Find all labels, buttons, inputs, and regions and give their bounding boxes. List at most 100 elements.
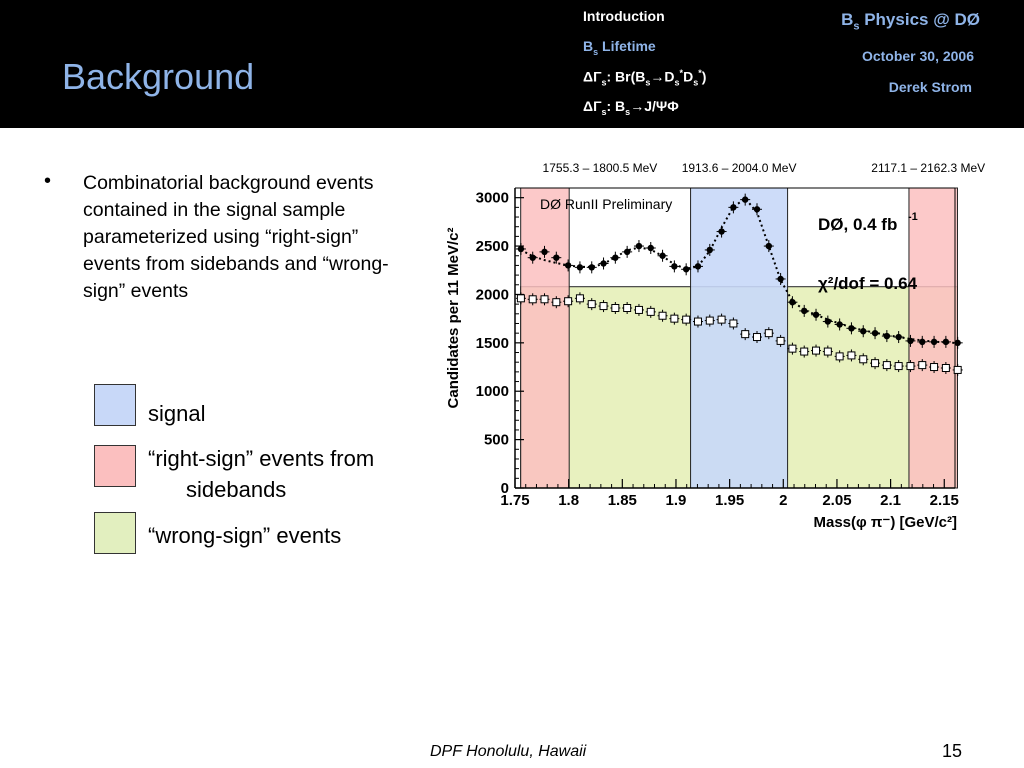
nav3-e: ) [701,68,707,85]
legend-label-right-sign-line1: “right-sign” events from [148,446,375,471]
nav-bs-main: B [583,38,594,54]
point-wrong-sign [906,362,915,371]
point-right-sign [694,263,702,270]
point-wrong-sign [823,347,832,356]
nav3-sup4: * [698,68,702,78]
y-tick-label-0: 0 [501,480,509,497]
legend-label-right-sign-line2: sidebands [186,477,287,502]
y-tick-label-1: 500 [484,432,509,449]
slide-title: Background [62,56,255,97]
footer-venue: DPF Honolulu, Hawaii [430,743,587,760]
point-right-sign [930,338,938,346]
point-wrong-sign [682,315,691,324]
point-wrong-sign [953,365,962,374]
nav3-sub4: s [693,77,699,88]
nav4-c: →J/ΨΦ [630,98,679,114]
x-tick-label-6: 2.05 [822,492,851,509]
nav-item-introduction-label: Introduction [583,8,665,24]
point-wrong-sign [528,295,537,304]
legend-swatch-signal [94,384,136,426]
legend-label-right-sign: “right-sign” events from sidebands [148,443,374,505]
x-tick-label-2: 1.85 [608,492,637,509]
point-right-sign [671,263,678,270]
point-wrong-sign [835,352,844,361]
point-right-sign [919,338,926,346]
point-right-sign [765,242,773,250]
x-tick-label-4: 1.95 [715,492,744,509]
talk-title-rest: Physics @ DØ [859,10,980,29]
point-right-sign [741,196,749,203]
point-wrong-sign [859,355,868,364]
point-right-sign [647,244,654,252]
point-right-sign [553,254,560,261]
point-right-sign [954,339,961,347]
talk-author: Derek Strom [888,79,972,95]
nav4-a: ΔΓ [583,98,602,114]
point-wrong-sign [540,295,549,304]
nav-item-br-dsds[interactable]: ΔΓs: Br(Bs→Ds*Ds*) [583,68,706,87]
nav-item-introduction[interactable]: Introduction [583,8,665,24]
point-right-sign [848,325,855,332]
x-tick-label-1: 1.8 [558,492,579,509]
x-tick-label-5: 2 [779,492,787,509]
point-right-sign [635,242,643,250]
point-wrong-sign [658,311,667,320]
legend-swatch-right-sign [94,445,136,487]
point-wrong-sign [516,294,525,303]
point-right-sign [718,228,725,235]
talk-date: October 30, 2006 [861,48,974,64]
point-right-sign [789,298,796,306]
y-tick-label-6: 3000 [476,190,509,207]
experiment-label-sup: -1 [908,211,918,223]
nav-item-bs-lifetime[interactable]: Bs Lifetime [583,38,656,57]
legend-label-signal: signal [148,401,206,426]
nav3-b: : Br(B [606,68,646,85]
point-wrong-sign [776,336,785,345]
point-wrong-sign [717,315,726,324]
x-tick-label-0: 1.75 [500,492,529,509]
point-right-sign [895,333,902,341]
point-right-sign [517,245,525,253]
point-right-sign [623,248,631,256]
point-wrong-sign [634,305,643,314]
nav3-sub2: s [645,77,651,88]
x-tick-label-7: 2.1 [880,492,901,509]
point-wrong-sign [575,294,584,303]
nav3-sup3: * [679,68,684,78]
region-label-2: 2117.1 – 2162.3 MeV [871,161,985,175]
point-right-sign [529,254,536,261]
point-wrong-sign [587,300,596,309]
point-wrong-sign [812,346,821,355]
x-tick-label-8: 2.15 [930,492,959,509]
annotation-run-label: DØ RunII Preliminary [540,196,672,212]
nav3-d: D [683,68,694,85]
point-wrong-sign [847,351,856,360]
point-right-sign [659,252,666,259]
point-wrong-sign [871,359,880,368]
x-tick-label-3: 1.9 [666,492,687,509]
point-wrong-sign [693,317,702,326]
nav3-sub1: s [601,77,607,88]
nav-item-jpsi-phi[interactable]: ΔΓs: Bs→J/ΨΦ [583,98,679,117]
point-wrong-sign [599,302,608,311]
bullet-text: Combinatorial background events containe… [83,172,389,302]
nav3-c: →D [650,68,675,85]
point-right-sign [588,264,595,271]
point-wrong-sign [564,297,573,306]
y-tick-label-2: 1000 [476,383,509,400]
point-wrong-sign [552,298,561,307]
point-right-sign [564,262,572,269]
point-right-sign [682,266,690,273]
point-right-sign [824,318,832,325]
region-right-sign-right [908,187,958,489]
point-wrong-sign [764,329,773,338]
nav4-sub2: s [625,106,631,117]
point-wrong-sign [741,330,750,339]
y-axis-title: Candidates per 11 MeV/c² [445,228,462,409]
point-right-sign [730,204,737,211]
point-wrong-sign [646,307,655,316]
point-wrong-sign [800,347,809,356]
y-tick-label-3: 1500 [476,335,509,352]
point-right-sign [871,329,879,337]
point-right-sign [706,246,713,254]
